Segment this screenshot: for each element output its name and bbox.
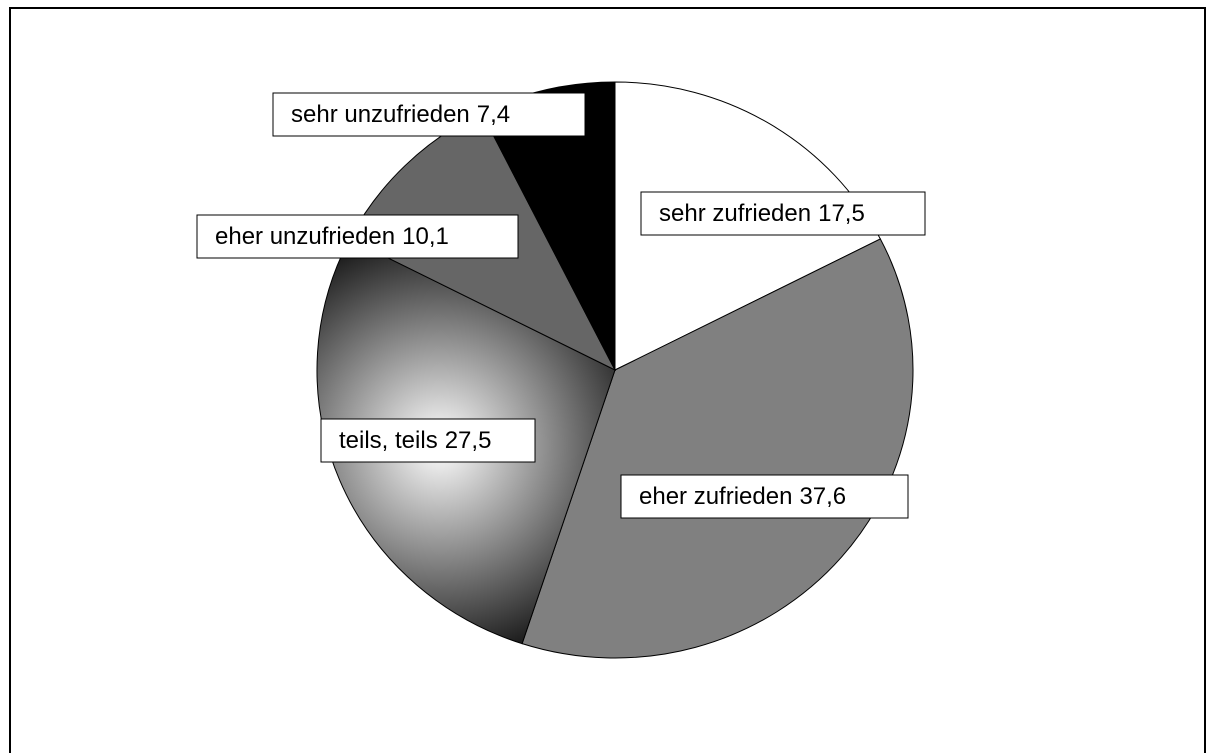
value-label: 7,4 [477, 101, 510, 128]
category-label: sehr unzufrieden [291, 101, 470, 128]
data-label: eher unzufrieden 10,1 [215, 223, 449, 250]
category-label: teils, teils [339, 427, 438, 454]
value-label: 10,1 [402, 223, 449, 250]
label-box [320, 418, 536, 463]
label-box [196, 214, 519, 259]
value-label: 17,5 [818, 200, 865, 227]
pie-slice [521, 238, 914, 659]
value-label: 37,6 [799, 483, 846, 510]
data-label: eher zufrieden 37,6 [639, 483, 846, 510]
label-box [272, 92, 586, 137]
data-label: teils, teils 27,5 [339, 427, 491, 454]
category-label: sehr zufrieden [659, 200, 811, 227]
data-label: sehr zufrieden 17,5 [659, 200, 865, 227]
label-box [640, 191, 926, 236]
label-box [620, 474, 909, 519]
category-label: eher unzufrieden [215, 223, 395, 250]
value-label: 27,5 [445, 427, 492, 454]
category-label: eher zufrieden [639, 483, 792, 510]
data-label: sehr unzufrieden 7,4 [291, 101, 510, 128]
